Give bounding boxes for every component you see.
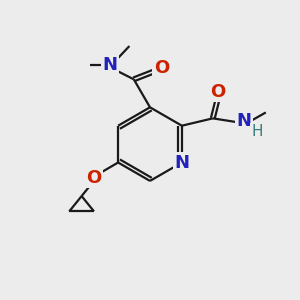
Text: O: O	[211, 83, 226, 101]
Text: H: H	[251, 124, 263, 139]
Text: N: N	[103, 56, 118, 74]
Text: N: N	[174, 154, 189, 172]
Text: O: O	[154, 59, 169, 77]
Text: N: N	[237, 112, 252, 130]
Text: O: O	[86, 169, 102, 187]
